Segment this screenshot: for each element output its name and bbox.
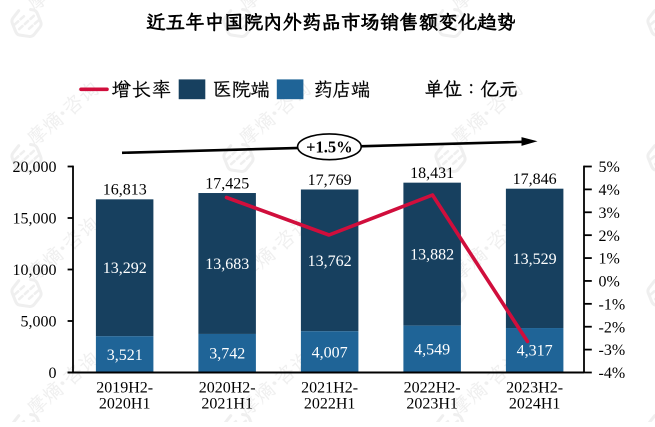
- svg-text:18,431: 18,431: [410, 165, 454, 182]
- svg-text:3%: 3%: [599, 205, 620, 222]
- svg-text:-1%: -1%: [599, 296, 626, 313]
- svg-text:13,882: 13,882: [410, 247, 454, 264]
- svg-text:1%: 1%: [599, 251, 620, 268]
- svg-text:2021H1: 2021H1: [201, 396, 253, 413]
- svg-text:13,762: 13,762: [308, 253, 352, 270]
- svg-text:-2%: -2%: [599, 319, 626, 336]
- svg-text:2019H2-: 2019H2-: [96, 380, 153, 397]
- svg-text:+1.5%: +1.5%: [306, 138, 353, 157]
- svg-text:2022H2-: 2022H2-: [404, 380, 461, 397]
- svg-text:2022H1: 2022H1: [304, 396, 356, 413]
- svg-text:13,292: 13,292: [103, 260, 147, 277]
- svg-text:2023H1: 2023H1: [406, 396, 458, 413]
- svg-text:2023H2-: 2023H2-: [506, 380, 563, 397]
- svg-text:2024H1: 2024H1: [509, 396, 561, 413]
- svg-text:5%: 5%: [599, 159, 620, 176]
- svg-text:4,317: 4,317: [517, 343, 553, 360]
- svg-text:-4%: -4%: [599, 365, 626, 382]
- svg-text:0: 0: [49, 365, 57, 382]
- svg-text:2020H2-: 2020H2-: [199, 380, 256, 397]
- svg-text:2020H1: 2020H1: [99, 396, 151, 413]
- svg-text:13,683: 13,683: [205, 256, 249, 273]
- svg-text:20,000: 20,000: [13, 159, 57, 176]
- svg-text:2%: 2%: [599, 228, 620, 245]
- svg-text:17,846: 17,846: [513, 171, 557, 188]
- svg-text:17,769: 17,769: [308, 172, 352, 189]
- svg-text:5,000: 5,000: [21, 314, 57, 331]
- svg-text:15,000: 15,000: [13, 211, 57, 228]
- svg-text:-3%: -3%: [599, 342, 626, 359]
- svg-text:4,007: 4,007: [312, 344, 348, 361]
- svg-text:4%: 4%: [599, 182, 620, 199]
- svg-text:2021H2-: 2021H2-: [301, 380, 358, 397]
- svg-text:0%: 0%: [599, 274, 620, 291]
- svg-text:3,742: 3,742: [209, 346, 245, 363]
- svg-text:17,425: 17,425: [205, 175, 249, 192]
- svg-text:16,813: 16,813: [103, 182, 147, 199]
- svg-text:3,521: 3,521: [107, 347, 143, 364]
- svg-text:4,549: 4,549: [414, 342, 450, 359]
- svg-text:10,000: 10,000: [13, 262, 57, 279]
- svg-text:13,529: 13,529: [513, 251, 557, 268]
